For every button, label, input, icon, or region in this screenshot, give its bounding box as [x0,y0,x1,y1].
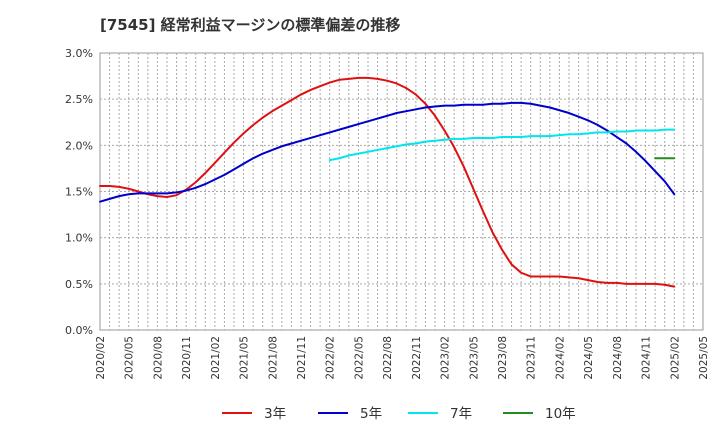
legend-label: 5年 [360,406,382,422]
x-tick-label: 2024/05 [583,336,595,380]
legend-label: 10年 [545,406,576,422]
y-tick-label: 3.0% [65,47,93,60]
series-lines [99,76,676,288]
x-tick-label: 2023/08 [497,336,509,380]
x-tick-label: 2021/02 [210,336,222,380]
x-tick-label: 2024/02 [554,336,566,380]
y-axis-ticks: 0.0% 0.5% 1.0% 1.5% 2.0% 2.5% 3.0% [65,47,93,337]
x-tick-label: 2022/02 [325,336,337,380]
x-tick-label: 2022/05 [353,336,365,380]
series-line-3年 [99,76,676,288]
x-tick-label: 2020/08 [152,336,164,380]
x-tick-label: 2024/08 [612,336,624,380]
chart-title: [7545] 経常利益マージンの標準偏差の推移 [100,16,401,34]
series-line-5年 [99,101,676,203]
y-tick-label: 1.5% [65,186,93,199]
x-tick-label: 2023/02 [440,336,452,380]
legend: 3年 5年 7年 10年 [222,406,576,422]
x-axis-ticks: 2020/02 2020/05 2020/08 2020/11 2021/02 2021/… [95,336,710,380]
x-tick-label: 2022/08 [382,336,394,380]
x-tick-label: 2023/05 [468,336,480,380]
x-tick-label: 2022/11 [411,336,423,380]
x-tick-label: 2020/05 [124,336,136,380]
y-tick-label: 2.5% [65,93,93,106]
legend-label: 3年 [264,406,286,422]
x-tick-label: 2025/05 [698,336,710,380]
x-tick-label: 2021/11 [296,336,308,380]
y-tick-label: 0.5% [65,278,93,291]
series-line-7年 [328,128,676,162]
y-tick-label: 1.0% [65,232,93,245]
x-tick-label: 2020/11 [181,336,193,380]
y-tick-label: 0.0% [65,324,93,337]
legend-label: 7年 [450,406,472,422]
x-tick-label: 2021/08 [267,336,279,380]
x-tick-label: 2024/11 [641,336,653,380]
x-tick-label: 2020/02 [95,336,107,380]
y-tick-label: 2.0% [65,139,93,152]
x-tick-label: 2021/05 [239,336,251,380]
x-tick-label: 2023/11 [526,336,538,380]
x-tick-label: 2025/02 [669,336,681,380]
